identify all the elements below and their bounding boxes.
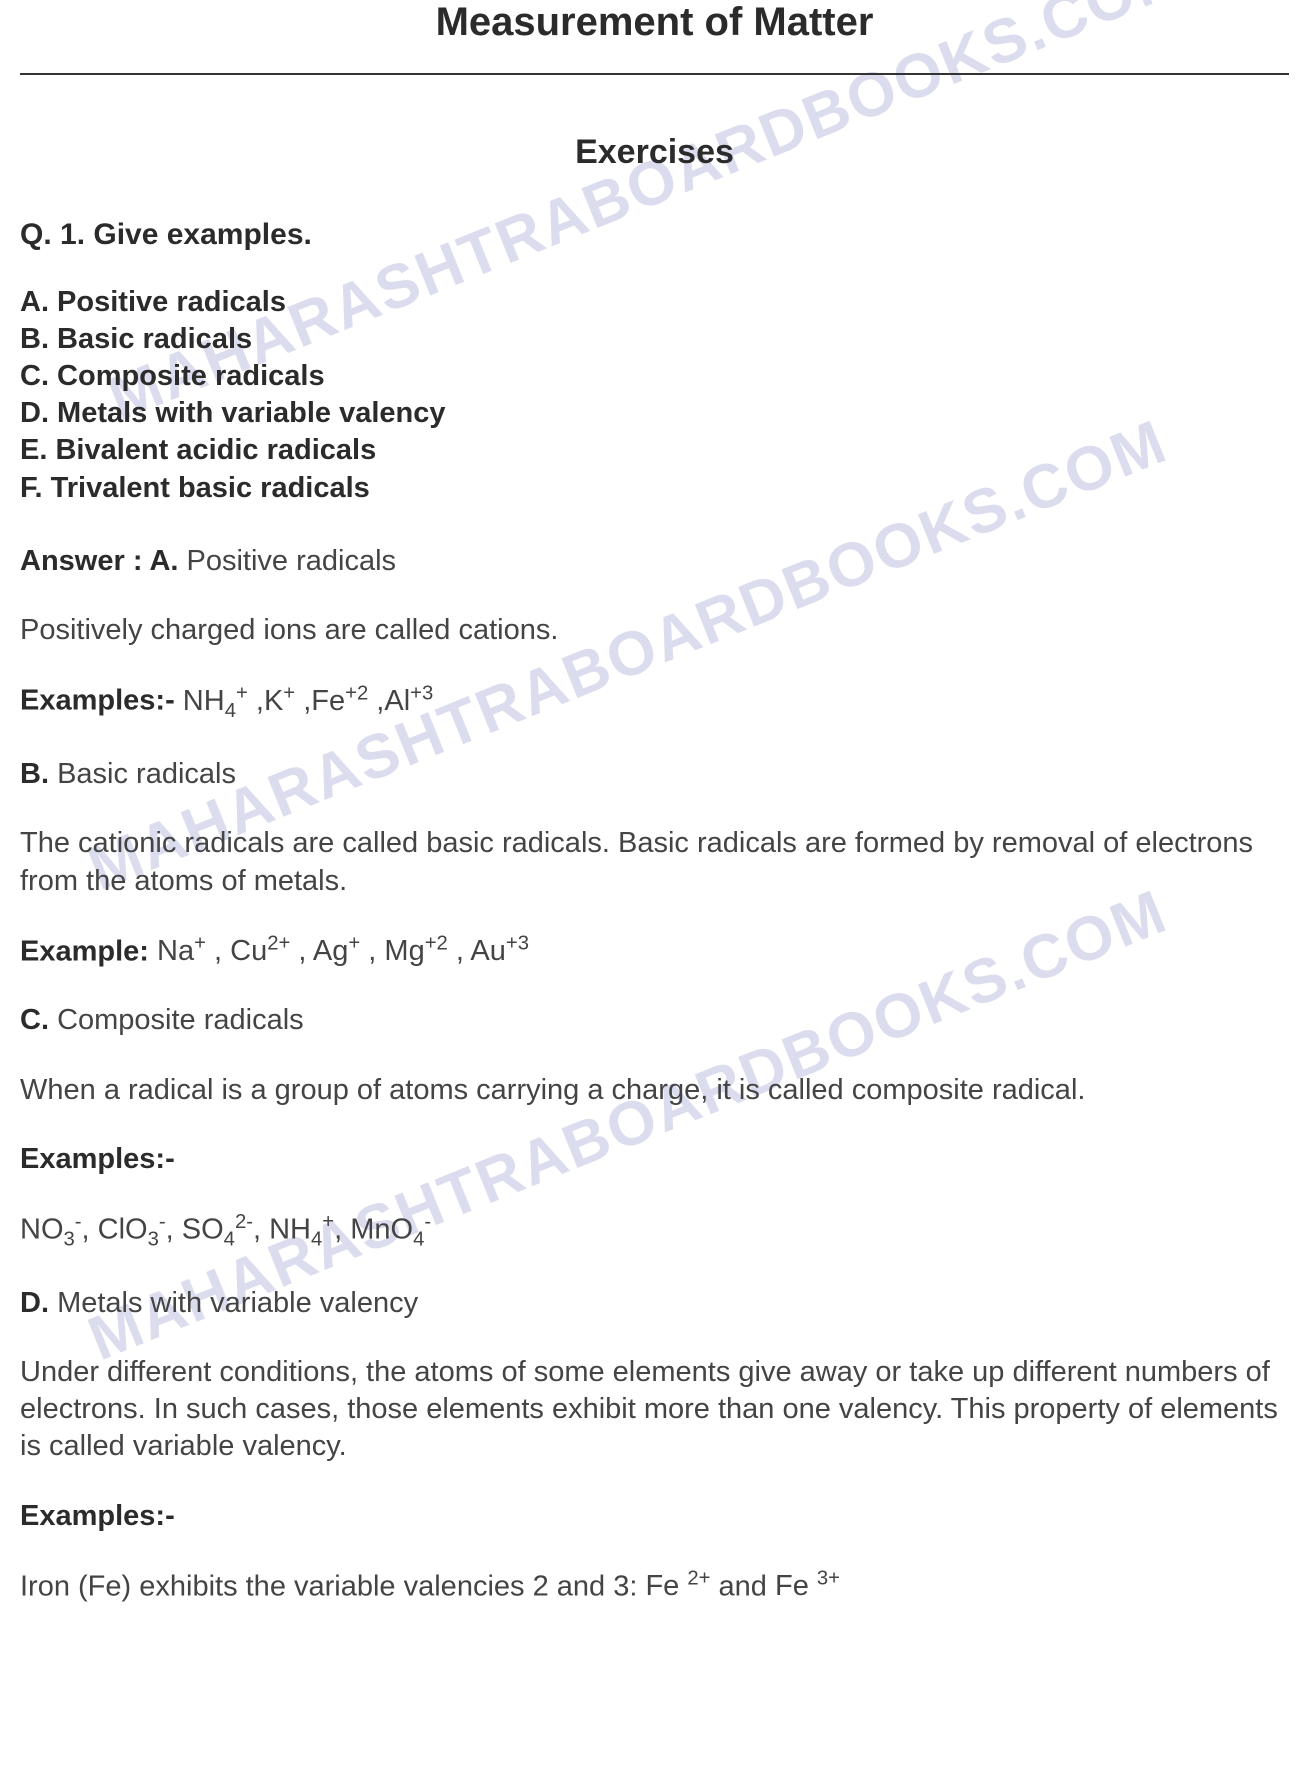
example-d-prefix: Iron (Fe) exhibits the variable valencie…: [20, 1570, 645, 1602]
answer-d-label: D.: [20, 1287, 49, 1319]
document-page: Measurement of Matter Exercises Q. 1. Gi…: [0, 0, 1309, 1667]
answer-b-title: Basic radicals: [57, 758, 236, 790]
answer-d-title: Metals with variable valency: [57, 1287, 418, 1319]
horizontal-rule: [20, 73, 1289, 75]
answer-b-definition: The cationic radicals are called basic r…: [20, 825, 1289, 899]
question-prompt: Give examples.: [93, 218, 311, 251]
examples-label-c: Examples:-: [20, 1141, 1289, 1178]
answer-d-heading: D. Metals with variable valency: [20, 1285, 1289, 1322]
examples-label-d: Examples:-: [20, 1498, 1289, 1535]
question-heading: Q. 1. Give examples.: [20, 218, 1289, 252]
example-d-ion1: Fe 2+: [645, 1570, 710, 1602]
answer-c-label: C.: [20, 1004, 49, 1036]
examples-label-a: Examples:-: [20, 685, 175, 717]
options-list: A. Positive radicals B. Basic radicals C…: [20, 284, 1289, 507]
option-f: F. Trivalent basic radicals: [20, 470, 1289, 507]
answer-a-title: Positive radicals: [187, 545, 397, 577]
examples-label-b: Example:: [20, 935, 149, 967]
answer-d-definition: Under different conditions, the atoms of…: [20, 1354, 1289, 1465]
examples-list-a: NH4+ ,K+ ,Fe+2 ,Al+3: [183, 685, 433, 717]
answer-b-label: B.: [20, 758, 49, 790]
answer-b-heading: B. Basic radicals: [20, 756, 1289, 793]
option-a: A. Positive radicals: [20, 284, 1289, 321]
examples-list-d: Iron (Fe) exhibits the variable valencie…: [20, 1567, 1289, 1606]
answer-a-examples: Examples:- NH4+ ,K+ ,Fe+2 ,Al+3: [20, 681, 1289, 724]
example-d-joiner: and: [710, 1570, 775, 1602]
answer-c-heading: C. Composite radicals: [20, 1002, 1289, 1039]
option-b: B. Basic radicals: [20, 321, 1289, 358]
answer-a-heading: Answer : A. Positive radicals: [20, 543, 1289, 580]
page-title: Measurement of Matter: [20, 0, 1289, 73]
example-d-ion2: Fe 3+: [775, 1570, 840, 1602]
examples-list-c: NO3-, ClO3-, SO42-, NH4+, MnO4-: [20, 1210, 1289, 1253]
question-number: Q. 1.: [20, 218, 85, 251]
answer-c-definition: When a radical is a group of atoms carry…: [20, 1072, 1289, 1109]
option-c: C. Composite radicals: [20, 358, 1289, 395]
examples-list-b: Na+ , Cu2+ , Ag+ , Mg+2 , Au+3: [157, 935, 529, 967]
option-e: E. Bivalent acidic radicals: [20, 432, 1289, 469]
section-subtitle: Exercises: [20, 133, 1289, 172]
answer-c-title: Composite radicals: [57, 1004, 304, 1036]
answer-a-definition: Positively charged ions are called catio…: [20, 612, 1289, 649]
answer-b-examples: Example: Na+ , Cu2+ , Ag+ , Mg+2 , Au+3: [20, 932, 1289, 971]
answer-a-label: Answer : A.: [20, 545, 178, 577]
option-d: D. Metals with variable valency: [20, 395, 1289, 432]
